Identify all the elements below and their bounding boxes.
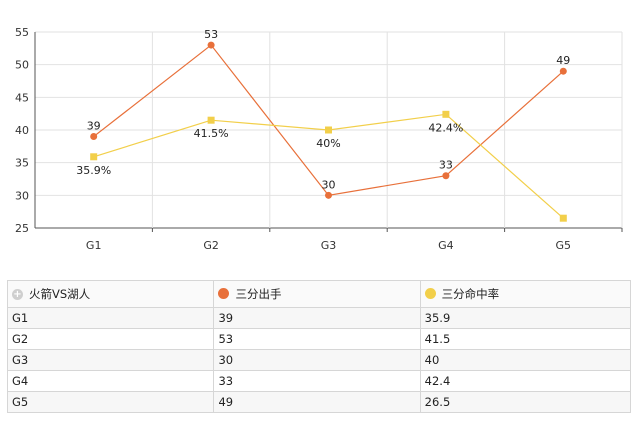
data-point [325,126,332,134]
table-cell-attempts: 33 [213,370,421,392]
series-attempts-dot-icon [218,288,230,300]
table-title: 火箭VS湖人 [29,287,91,302]
x-tick-label: G2 [203,239,219,252]
y-tick-label: 30 [15,189,29,202]
x-tick-label: G1 [86,239,102,252]
x-tick-label: G3 [321,239,337,252]
table-header-title[interactable]: + 火箭VS湖人 [6,280,215,308]
data-label: 35.9% [76,164,111,177]
table-cell-game: G4 [6,370,215,392]
table-cell-attempts: 39 [213,307,421,329]
table-header-attempts: 三分出手 [213,280,421,308]
data-table: + 火箭VS湖人 三分出手 三分命中率 G1 39 35.9 G2 53 41.5… [6,280,632,413]
data-point [559,214,567,222]
table-row: G1 39 35.9 [6,307,632,329]
data-label: 39 [87,120,101,133]
table-row: G4 33 42.4 [6,370,632,392]
y-tick-label: 55 [15,26,29,39]
table-cell-pct: 42.4 [419,370,632,392]
table-cell-attempts: 53 [213,328,421,350]
data-label: 40% [316,137,340,150]
table-cell-attempts: 30 [213,349,421,371]
table-cell-game: G2 [6,328,215,350]
series-pct-dot-icon [424,288,436,300]
table-cell-game: G5 [6,391,215,413]
data-label: 33 [439,159,453,172]
data-label: 53 [204,28,218,41]
series-line-1 [93,44,564,196]
data-label: 49 [556,54,570,67]
y-tick-label: 45 [15,91,29,104]
line-chart: 25 30 35 40 45 50 55 G1 G2 G3 G4 G5 39 53 30 33 49 35.9% 4… [15,26,623,252]
table-cell-attempts: 49 [213,391,421,413]
table-cell-pct: 35.9 [419,307,632,329]
data-point [325,191,332,199]
table-row: G5 49 26.5 [6,391,632,413]
y-tick-label: 25 [15,222,29,235]
table-header-pct: 三分命中率 [419,280,632,308]
table-cell-pct: 41.5 [419,328,632,350]
table-cell-pct: 40 [419,349,632,371]
table-cell-pct: 26.5 [419,391,632,413]
plus-icon[interactable]: + [12,288,23,300]
table-cell-game: G1 [6,307,215,329]
table-row: G2 53 41.5 [6,328,632,350]
data-point [207,116,215,124]
data-label: 42.4% [428,121,463,134]
data-point [442,110,450,118]
y-tick-label: 35 [15,157,29,170]
data-point [442,172,450,180]
y-tick-label: 50 [15,59,29,72]
table-header-row: + 火箭VS湖人 三分出手 三分命中率 [6,280,632,308]
table-header-attempts-label: 三分出手 [235,286,282,301]
y-tick-label: 40 [15,124,29,137]
x-tick-label: G4 [438,239,454,252]
data-label: 41.5% [194,127,229,140]
table-row: G3 30 40 [6,349,632,371]
data-point [90,153,98,161]
data-point [90,133,98,141]
data-point [207,41,215,49]
table-cell-game: G3 [6,349,215,371]
data-point [559,67,567,75]
table-header-pct-label: 三分命中率 [441,286,500,301]
data-label: 30 [322,178,336,191]
x-tick-label: G5 [556,239,572,252]
